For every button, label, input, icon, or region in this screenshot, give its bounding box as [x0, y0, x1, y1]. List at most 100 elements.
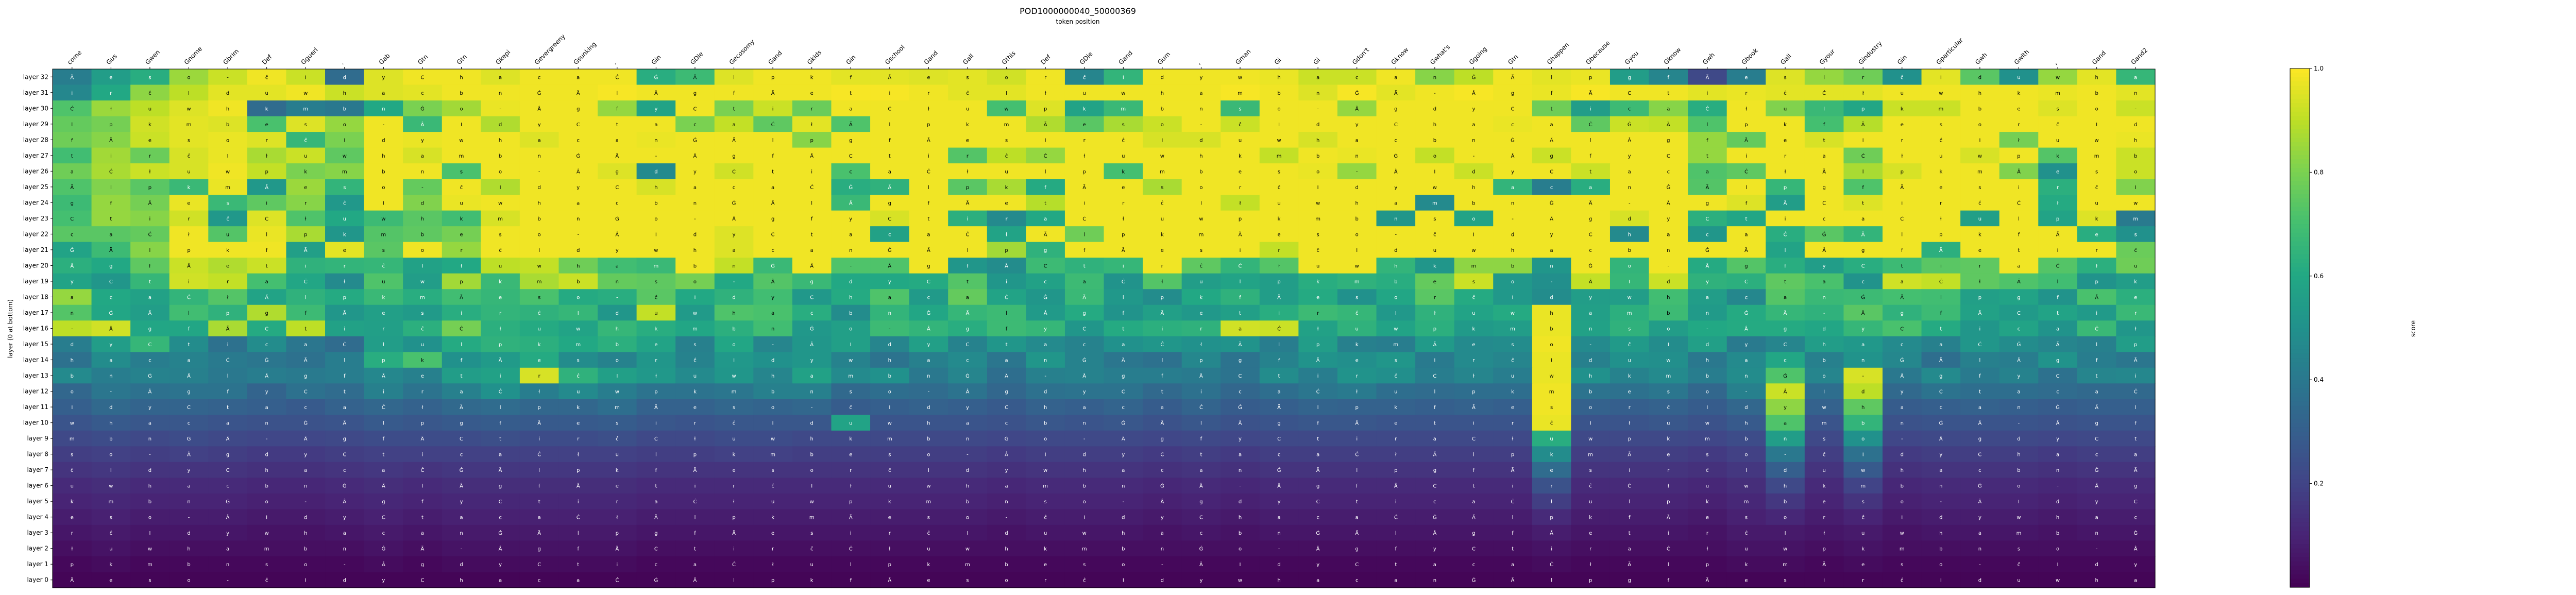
cell-token-label: s — [1628, 327, 1631, 332]
cell-token-label: Ä — [148, 310, 152, 316]
cell-token-label: g — [577, 106, 580, 112]
heatmap-cell — [1804, 226, 1844, 243]
cell-token-label: i — [2135, 373, 2137, 379]
heatmap-cell — [1337, 304, 1377, 321]
heatmap-cell — [169, 383, 209, 400]
cell-token-label: a — [1744, 358, 1748, 364]
cell-token-label: l — [1278, 342, 1280, 348]
cell-token-label: w — [1822, 405, 1826, 411]
cell-token-label: Ċ — [1939, 278, 1943, 285]
heatmap-cell — [403, 320, 443, 337]
cell-token-label: Ġ — [70, 247, 74, 253]
cell-token-label: Ä — [1199, 483, 1203, 489]
heatmap-cell — [130, 320, 170, 337]
cell-token-label: o — [654, 216, 657, 222]
cell-token-label: f — [811, 216, 813, 222]
heatmap-cell — [1143, 69, 1182, 86]
cell-token-label: a — [2056, 327, 2059, 332]
cell-token-label: f — [1473, 468, 1475, 473]
heatmap-cell — [1766, 179, 1805, 195]
cell-token-label: c — [1706, 232, 1709, 237]
heatmap-cell — [1181, 163, 1221, 180]
heatmap-cell — [831, 116, 871, 132]
heatmap-cell — [2077, 367, 2117, 384]
heatmap-cell — [325, 367, 365, 384]
cell-token-label: c — [1667, 169, 1670, 175]
heatmap-cell — [558, 179, 598, 195]
cell-token-label: Â — [1744, 326, 1748, 332]
heatmap-cell — [1104, 163, 1143, 180]
cell-token-label: a — [2134, 452, 2137, 458]
cell-token-label: g — [421, 562, 424, 568]
heatmap-cell — [481, 163, 520, 180]
cell-token-label: I — [1823, 389, 1825, 395]
cell-token-label: I — [1551, 358, 1552, 364]
heatmap-cell — [2116, 242, 2156, 258]
cell-token-label: p — [226, 311, 229, 316]
heatmap-cell — [558, 336, 598, 352]
cell-token-label: n — [1744, 373, 1748, 379]
heatmap-cell — [909, 352, 948, 368]
heatmap-cell — [1026, 84, 1065, 101]
cell-token-label: C — [420, 578, 424, 584]
cell-token-label: Â — [109, 326, 113, 332]
cell-token-label: y — [1823, 263, 1826, 269]
cell-token-label: u — [2134, 263, 2137, 269]
colorbar-segment — [2290, 306, 2310, 311]
cell-token-label: Â — [966, 388, 970, 395]
heatmap-cell — [558, 258, 598, 274]
cell-token-label: h — [1433, 122, 1436, 128]
heatmap-cell — [1143, 132, 1182, 148]
cell-token-label: Ä — [888, 184, 891, 191]
cell-token-label: k — [966, 122, 969, 128]
cell-token-label: g — [2134, 484, 2137, 489]
heatmap-cell — [1804, 195, 1844, 211]
cell-token-label: h — [2017, 452, 2020, 458]
heatmap-cell — [130, 116, 170, 132]
heatmap-cell — [481, 132, 520, 148]
heatmap-cell — [1415, 336, 1455, 352]
heatmap-cell — [675, 195, 715, 211]
heatmap-cell — [1726, 304, 1766, 321]
cell-token-label: Ã — [1705, 577, 1709, 584]
cell-token-label: d — [1784, 468, 1787, 473]
heatmap-cell — [987, 352, 1026, 368]
cell-token-label: - — [1044, 373, 1046, 379]
heatmap-cell — [2038, 210, 2078, 227]
cell-token-label: ĉ — [927, 530, 930, 536]
heatmap-cell — [1298, 210, 1338, 227]
cell-token-label: I — [305, 578, 307, 584]
heatmap-cell — [1882, 289, 1922, 305]
heatmap-cell — [169, 84, 209, 101]
heatmap-cell — [675, 242, 715, 258]
cell-token-label: C — [810, 295, 814, 300]
cell-token-label: t — [461, 373, 463, 379]
cell-token-label: t — [967, 279, 969, 285]
cell-token-label: h — [148, 484, 151, 489]
heatmap-cell — [2116, 100, 2156, 117]
heatmap-cell — [675, 367, 715, 384]
cell-token-label: a — [1316, 578, 1319, 584]
heatmap-cell — [1259, 383, 1299, 400]
cell-token-label: - — [266, 436, 268, 442]
cell-token-label: k — [343, 232, 346, 237]
heatmap-cell — [403, 210, 443, 227]
cell-token-label: d — [1472, 169, 1475, 175]
heatmap-cell — [1259, 179, 1299, 195]
cell-token-label: Ä — [1900, 294, 1904, 300]
cell-token-label: e — [966, 138, 969, 143]
cell-token-label: p — [343, 295, 346, 300]
heatmap-cell — [1376, 100, 1416, 117]
heatmap-cell — [1415, 273, 1455, 290]
cell-token-label: C — [1511, 106, 1515, 112]
cell-token-label: b — [148, 499, 151, 505]
heatmap-cell — [1726, 116, 1766, 132]
cell-token-label: h — [1861, 405, 1865, 411]
cell-token-label: f — [772, 154, 774, 159]
heatmap-cell — [1921, 132, 1961, 148]
cell-token-label: o — [1316, 169, 1319, 175]
cell-token-label: C — [615, 185, 619, 191]
heatmap-cell — [1221, 226, 1260, 243]
heatmap-cell — [636, 132, 676, 148]
